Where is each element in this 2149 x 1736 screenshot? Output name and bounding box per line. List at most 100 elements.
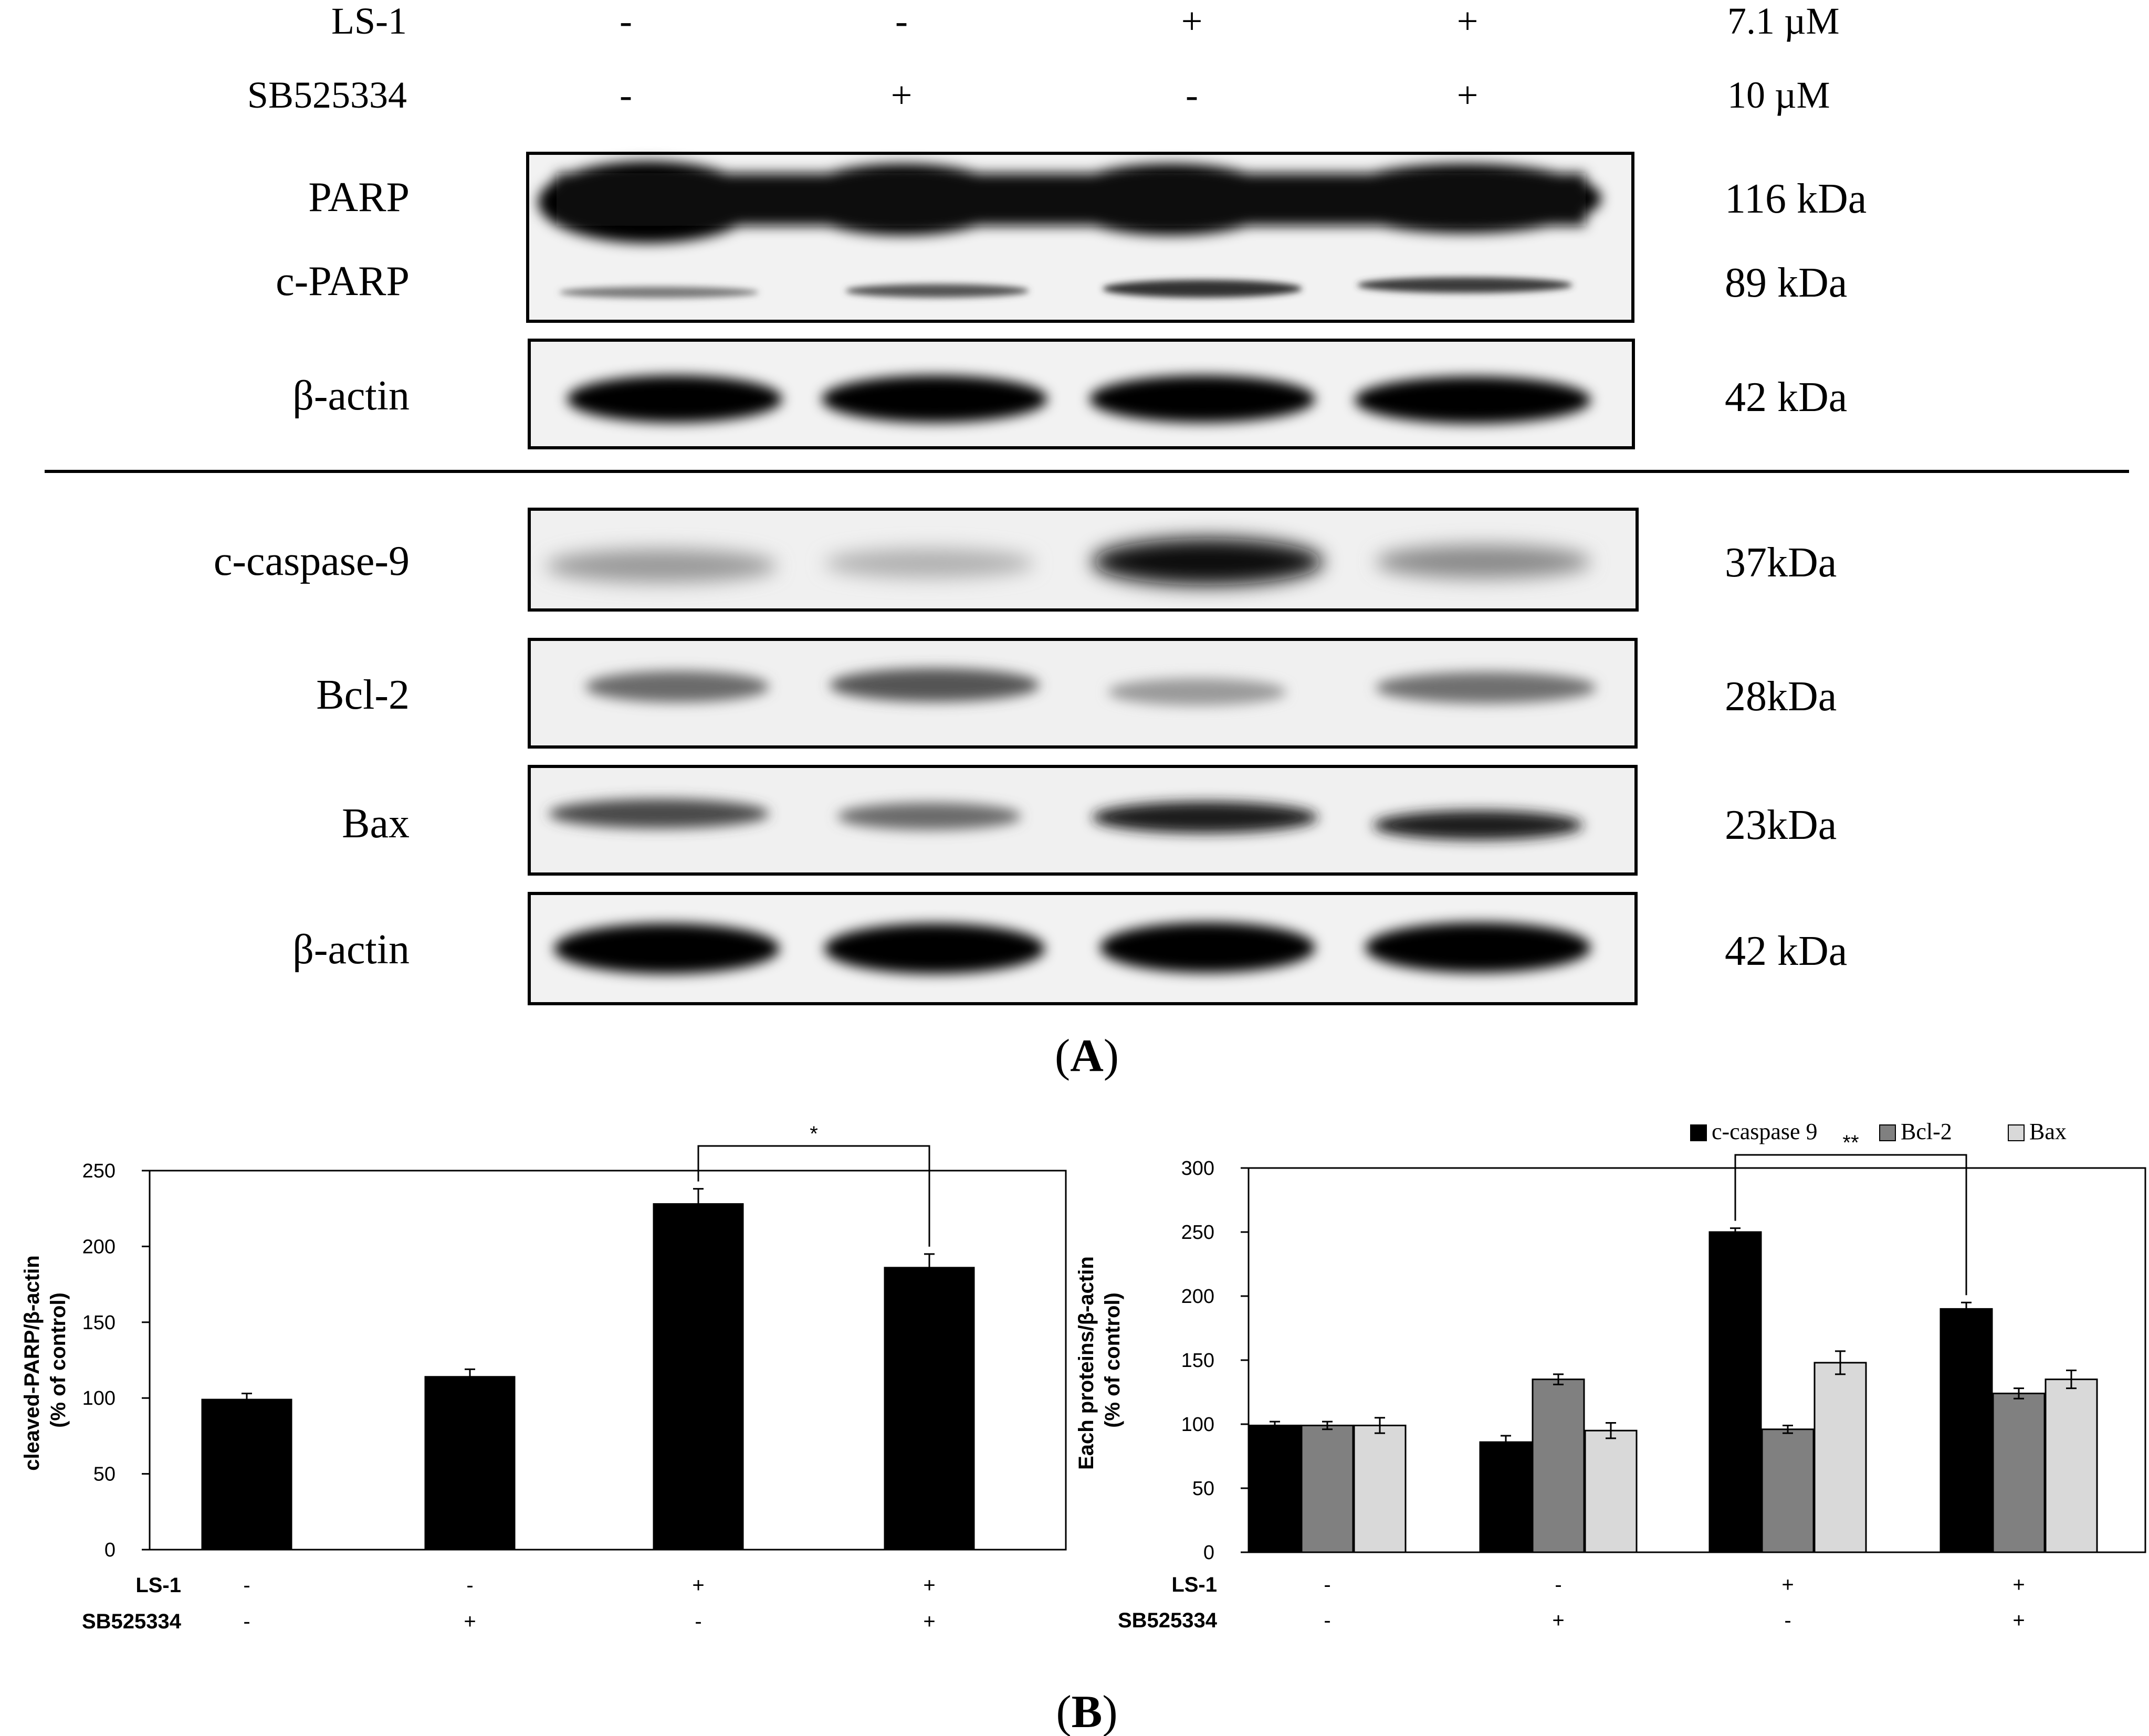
y-tick-label: 100 [1181, 1414, 1214, 1436]
treatment-sign: + [464, 1610, 476, 1633]
treatment-sign: - [620, 74, 632, 116]
bar [1584, 1429, 1638, 1553]
significance-marker: * [810, 1122, 818, 1145]
blot-label: c-caspase-9 [214, 538, 410, 584]
bar [1761, 1428, 1815, 1553]
bar [1479, 1441, 1533, 1553]
blot-band [546, 549, 777, 583]
blot-band [1103, 280, 1302, 298]
treatment-sign: - [1324, 1573, 1330, 1596]
blot-band [824, 923, 1045, 974]
legend-label: Bcl-2 [1901, 1119, 1952, 1144]
blot-band [1089, 375, 1315, 423]
blot-size: 89 kDa [1725, 260, 1847, 306]
blot-beta-actin-1: β-actin 42 kDa [292, 339, 1847, 449]
y-tick-label: 50 [1192, 1478, 1214, 1500]
band-row-bcl-2 [585, 668, 1596, 706]
blot-size: 23kDa [1725, 802, 1837, 848]
panel-b: cleaved-PARP/β-actin (% of control) 0 50 1… [20, 1119, 2146, 1736]
y-tick-label: 250 [82, 1160, 116, 1182]
treatment-sign: - [1784, 1609, 1791, 1632]
treatment-row-label: LS-1 [1171, 1573, 1217, 1596]
legend-swatch [1879, 1124, 1896, 1141]
treatment-sign: + [891, 74, 913, 116]
treatment-sign: - [695, 1610, 701, 1633]
y-tick-label: 50 [93, 1464, 116, 1486]
blot-band [830, 668, 1040, 702]
bar [653, 1203, 744, 1551]
bar [884, 1267, 975, 1551]
blot-c-caspase-9: c-caspase-9 37kDa [214, 508, 1837, 612]
chart-each-proteins: Each proteins/β-actin (% of control) c-c… [1075, 1119, 2146, 1632]
blot-size: 116 kDa [1725, 176, 1867, 222]
bar [1992, 1392, 2046, 1553]
y-axis-label: cleaved-PARP/β-actin (% of control) [20, 1249, 70, 1471]
bar [1940, 1308, 1993, 1553]
legend-swatch [2008, 1124, 2025, 1141]
blot-band [822, 375, 1047, 423]
blot-band [1373, 811, 1583, 840]
panel-a-caption: (A) [1055, 1030, 1119, 1081]
y-tick-label: 150 [82, 1312, 116, 1334]
significance-marker: ** [1842, 1131, 1859, 1154]
blot-label: c-PARP [276, 258, 410, 304]
treatment-row-label: SB525334 [82, 1610, 182, 1633]
legend-label: c-caspase 9 [1712, 1119, 1818, 1144]
blot-band [1365, 922, 1591, 973]
treatment-sign: - [620, 0, 632, 42]
treatment-row-label: SB525334 [1118, 1609, 1218, 1632]
y-tick-label: 0 [104, 1539, 116, 1561]
blot-band [554, 923, 780, 974]
treatment-sign: - [1555, 1573, 1561, 1596]
treatment-sign: + [923, 1574, 935, 1597]
y-tick-label: 150 [1181, 1350, 1214, 1372]
band-row-c-caspase-9 [546, 538, 1591, 585]
blot-label: PARP [308, 174, 410, 220]
treatment-sign: + [923, 1610, 935, 1633]
plot-area-border [149, 1170, 1067, 1551]
blot-label: β-actin [292, 927, 410, 973]
treatment-sign: + [692, 1574, 704, 1597]
blot-beta-actin-2: β-actin 42 kDa [292, 892, 1847, 1005]
y-tick-label: 200 [82, 1236, 116, 1258]
blot-bcl-2: Bcl-2 28kDa [316, 638, 1837, 749]
blot-band [1376, 545, 1591, 578]
treatment-dose-ls1: 7.1 µM [1727, 0, 1840, 42]
blot-label: Bax [342, 801, 410, 847]
treatment-sign: - [895, 0, 908, 42]
treatment-sign: + [1457, 0, 1479, 42]
chart-legend: c-caspase 9 Bcl-2 Bax [1690, 1119, 2067, 1144]
blot-band [1100, 922, 1315, 973]
band-row-bax [549, 799, 1583, 840]
bar [1708, 1231, 1762, 1553]
treatment-sign: + [1181, 0, 1203, 42]
bar [1301, 1424, 1354, 1553]
blot-bax: Bax 23kDa [342, 765, 1837, 876]
bar [1813, 1362, 1867, 1553]
bar [201, 1398, 292, 1551]
bar [1353, 1424, 1407, 1553]
treatment-sign: - [1186, 74, 1198, 116]
blot-band [549, 799, 769, 828]
treatment-label-ls1: LS-1 [331, 0, 407, 42]
chart-cleaved-parp: cleaved-PARP/β-actin (% of control) 0 50 1… [20, 1122, 1067, 1633]
blot-size: 37kDa [1725, 540, 1837, 586]
blot-band [1357, 277, 1573, 293]
y-tick-label: 200 [1181, 1286, 1214, 1308]
blot-band [1108, 678, 1286, 706]
treatment-sign: - [243, 1610, 250, 1633]
bar [2045, 1379, 2098, 1553]
treatment-sign: - [243, 1574, 250, 1597]
blot-band [557, 173, 1586, 226]
panel-b-caption: (B) [1056, 1687, 1117, 1736]
y-tick-label: 250 [1181, 1222, 1214, 1244]
blot-band [567, 375, 782, 423]
legend-label: Bax [2029, 1119, 2067, 1144]
treatment-sign: + [2012, 1573, 2025, 1596]
blot-parp: PARP c-PARP 116 kDa 89 kDa [276, 152, 1867, 323]
y-tick-label: 0 [1203, 1542, 1214, 1564]
treatment-sign: - [466, 1574, 473, 1597]
treatment-row-label: LS-1 [135, 1574, 181, 1597]
blot-band [1092, 538, 1323, 585]
